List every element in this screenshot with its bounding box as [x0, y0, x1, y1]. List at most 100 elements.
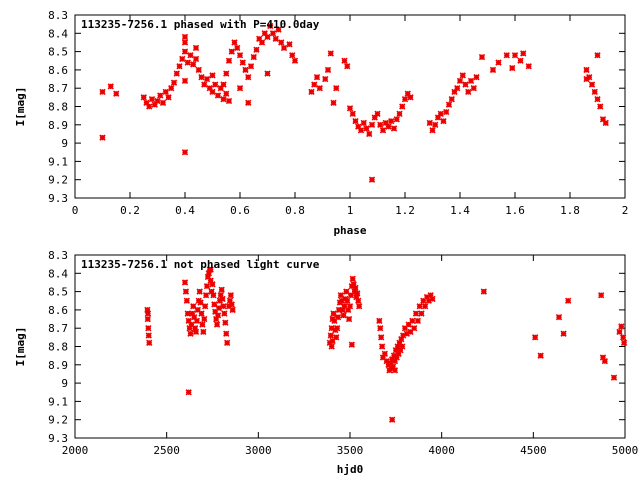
- unphased-data-point: [217, 292, 224, 299]
- unphased-data-point: [349, 275, 356, 282]
- unphased-data-point: [618, 323, 625, 330]
- unphased-data-point: [211, 301, 218, 308]
- unphased-data-point: [144, 310, 152, 317]
- phased-data-point: [278, 39, 285, 46]
- unphased-data-point: [392, 346, 399, 354]
- unphased-data-point: [340, 312, 347, 319]
- unphased-data-point: [601, 357, 608, 365]
- phased-data-point: [525, 63, 532, 70]
- phased-data-point: [448, 96, 455, 103]
- unphased-data-point: [200, 328, 207, 336]
- phased-data-point: [393, 116, 400, 123]
- phased-data-point: [445, 101, 453, 108]
- phased-data-point: [459, 72, 466, 79]
- phased-data-point: [440, 117, 447, 125]
- phased-data-point: [379, 127, 387, 134]
- phased-data-point: [228, 48, 235, 55]
- phased-x-tick-label: 1.6: [505, 204, 525, 217]
- unphased-y-tick-label: 8.7: [48, 322, 68, 335]
- phased-data-point: [456, 77, 464, 85]
- phased-y-tick-label: 8.3: [48, 9, 68, 22]
- phased-data-point: [220, 96, 227, 103]
- unphased-data-point: [565, 297, 572, 304]
- phased-data-point: [341, 57, 348, 64]
- unphased-data-point: [420, 297, 427, 304]
- unphased-data-point: [192, 328, 200, 336]
- phased-y-tick-label: 8.7: [48, 82, 68, 95]
- unphased-y-tick-label: 8.9: [48, 359, 68, 372]
- unphased-data-point: [334, 314, 342, 321]
- phased-data-point: [148, 96, 156, 103]
- phased-data-point: [594, 52, 601, 59]
- unphased-data-point: [227, 292, 234, 299]
- unphased-data-point: [215, 304, 223, 312]
- phased-data-point: [209, 88, 216, 96]
- phased-data-point: [316, 85, 323, 92]
- unphased-data-point: [335, 306, 343, 314]
- phased-data-point: [264, 70, 271, 77]
- unphased-y-tick-label: 9: [61, 377, 68, 390]
- phased-data-point: [267, 22, 274, 30]
- unphased-data-point: [219, 295, 226, 303]
- unphased-data-point: [389, 416, 396, 423]
- unphased-data-points: [144, 266, 628, 423]
- phased-data-point: [253, 46, 260, 53]
- unphased-data-point: [185, 389, 192, 396]
- unphased-data-point: [205, 270, 212, 277]
- phased-data-point: [236, 85, 244, 92]
- phased-data-point: [192, 55, 200, 63]
- phased-data-point: [245, 99, 252, 107]
- unphased-data-point: [352, 284, 359, 292]
- phased-y-tick-label: 8.5: [48, 46, 68, 59]
- phased-x-tick-label: 2: [622, 204, 629, 217]
- unphased-data-point: [182, 288, 190, 295]
- phased-data-point: [275, 26, 282, 33]
- phased-data-point: [247, 63, 255, 70]
- phased-data-point: [165, 94, 172, 101]
- phased-data-point: [426, 119, 433, 127]
- unphased-data-point: [422, 303, 429, 310]
- phased-data-point: [374, 110, 381, 117]
- phased-data-point: [245, 74, 252, 81]
- unphased-data-point: [212, 308, 219, 315]
- unphased-data-point: [339, 306, 346, 314]
- phased-x-tick-label: 0.8: [285, 204, 305, 217]
- unphased-data-point: [354, 290, 361, 297]
- unphased-data-point: [198, 310, 205, 317]
- unphased-data-point: [345, 306, 352, 314]
- unphased-data-point: [395, 350, 402, 357]
- unphased-y-tick-label: 9.3: [48, 432, 68, 445]
- phased-data-point: [388, 117, 395, 125]
- unphased-data-point: [199, 321, 206, 328]
- unphased-data-point: [416, 303, 423, 310]
- phased-data-point: [437, 110, 444, 117]
- phased-data-point: [192, 44, 200, 52]
- phased-data-point: [113, 90, 120, 97]
- unphased-data-point: [350, 281, 357, 288]
- phased-data-point: [454, 85, 461, 92]
- unphased-data-point: [381, 350, 388, 357]
- unphased-data-point: [184, 310, 191, 317]
- unphased-data-point: [391, 367, 399, 374]
- phased-data-point: [179, 55, 186, 63]
- unphased-data-point: [190, 303, 197, 310]
- unphased-data-point: [191, 314, 198, 321]
- unphased-data-point: [345, 315, 353, 323]
- unphased-data-point: [398, 336, 405, 343]
- phased-data-point: [184, 59, 191, 66]
- unphased-data-point: [387, 359, 394, 367]
- phased-data-point: [217, 85, 224, 92]
- unphased-data-point: [188, 321, 195, 328]
- phased-data-point: [594, 96, 601, 103]
- phased-data-point: [401, 96, 409, 103]
- unphased-data-point: [396, 339, 403, 347]
- phased-data-point: [151, 101, 158, 108]
- phased-data-point: [451, 88, 458, 96]
- phased-data-point: [368, 176, 376, 183]
- unphased-data-point: [201, 315, 208, 323]
- unphased-data-point: [187, 330, 194, 337]
- unphased-data-point: [391, 357, 399, 365]
- phased-data-point: [390, 125, 398, 132]
- phased-data-point: [434, 114, 442, 121]
